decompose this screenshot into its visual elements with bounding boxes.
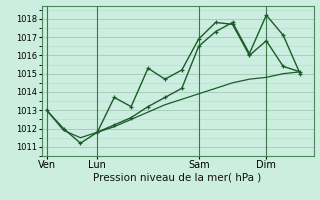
X-axis label: Pression niveau de la mer( hPa ): Pression niveau de la mer( hPa ) bbox=[93, 173, 262, 183]
